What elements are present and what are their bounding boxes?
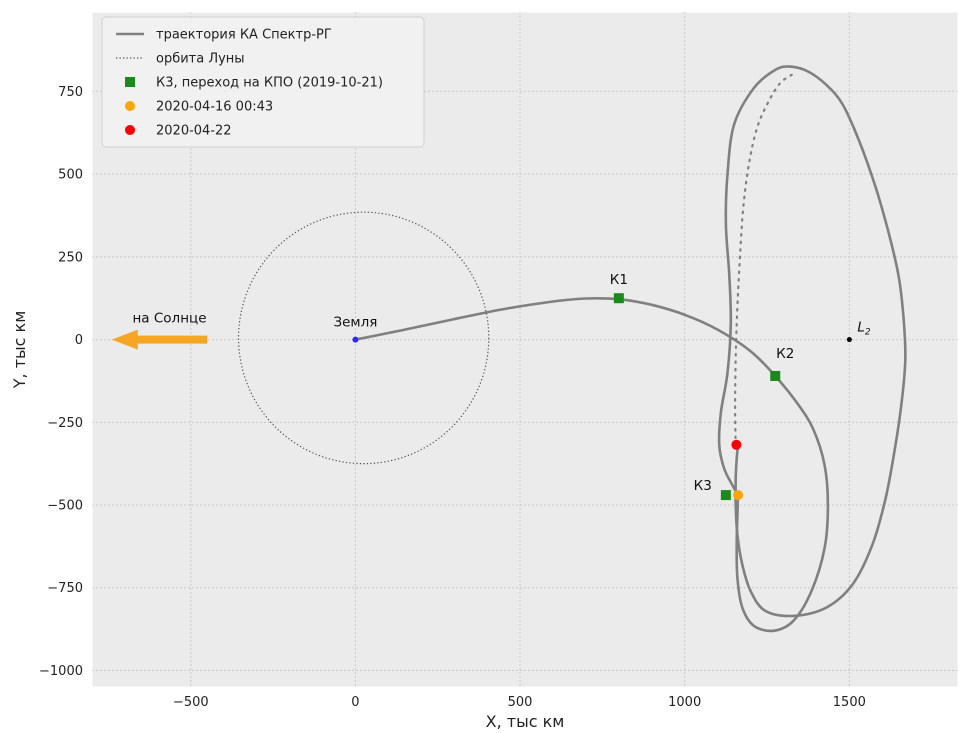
sun-label: на Солнце — [132, 311, 206, 327]
earth-label: Земля — [333, 315, 377, 331]
y-axis-label: Y, тыс км — [10, 311, 29, 390]
marker-label: К2 — [776, 346, 794, 362]
legend-label: 2020-04-16 00:43 — [156, 100, 273, 115]
trajectory-line-0 — [355, 297, 830, 633]
plot-frame — [91, 11, 959, 688]
l2-subscript: 2 — [865, 328, 871, 338]
dotted-trajectory-line — [733, 73, 793, 447]
legend-label: 2020-04-22 — [156, 124, 232, 139]
legend-label: траектория КА Спектр-РГ — [156, 28, 332, 43]
sun-arrow-head — [111, 329, 138, 350]
y-tick-label: −1000 — [39, 664, 83, 679]
legend: траектория КА Спектр-РГ орбита Луны К3, пе… — [101, 16, 425, 148]
legend-label: орбита Луны — [156, 52, 245, 67]
y-tick-label: 0 — [75, 333, 83, 348]
transition-marker-К1 — [613, 293, 624, 304]
markers: К1 К2 К3 — [610, 272, 794, 501]
y-tick-label: 500 — [58, 168, 83, 183]
marker-label: К1 — [610, 272, 628, 288]
y-tick-label: −500 — [47, 499, 83, 514]
x-tick-label: 0 — [351, 695, 359, 710]
x-tick-label: 500 — [508, 695, 533, 710]
x-tick-label: −500 — [173, 695, 209, 710]
l2-point — [846, 337, 852, 343]
legend-swatch-circle — [125, 101, 135, 111]
legend-swatch-square — [125, 77, 135, 87]
moon-orbit-circle — [237, 211, 490, 465]
earth-point — [352, 336, 359, 343]
trajectory-line-1 — [717, 65, 907, 618]
y-tick-label: −250 — [47, 416, 83, 431]
marker-2020-04-22 — [731, 439, 742, 450]
x-axis-label: X, тыс км — [486, 712, 565, 731]
y-tick-label: 750 — [58, 85, 83, 100]
transition-marker-К3 — [720, 490, 731, 501]
transition-marker-К2 — [770, 370, 781, 381]
x-tick-label: 1000 — [668, 695, 701, 710]
series-layer — [237, 65, 907, 633]
legend-swatch-circle — [125, 125, 135, 135]
marker-label: К3 — [694, 478, 712, 494]
tick-labels: −500 0 500 1000 1500 −1000 −750 −500 −250 0 250 500… — [39, 85, 866, 710]
legend-label: К3, переход на КПО (2019-10-21) — [156, 76, 383, 91]
marker-2020-04-16 — [733, 490, 744, 501]
y-tick-label: 250 — [58, 250, 83, 265]
legend-box — [101, 16, 425, 148]
y-tick-label: −750 — [47, 581, 83, 596]
x-tick-label: 1500 — [833, 695, 866, 710]
